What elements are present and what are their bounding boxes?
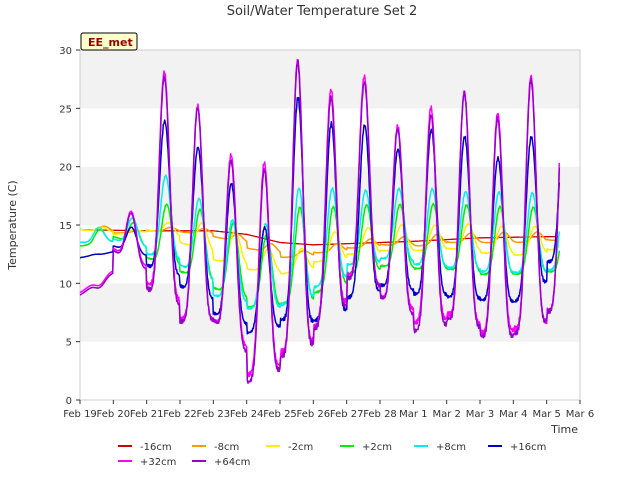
x-tick-label: Feb 19 (63, 409, 97, 420)
legend-label: -16cm (140, 442, 172, 453)
x-tick-label: Mar 5 (532, 409, 560, 420)
x-tick-label: Feb 22 (163, 409, 197, 420)
x-tick-label: Mar 4 (499, 409, 527, 420)
x-tick-label: Feb 25 (263, 409, 297, 420)
x-tick-label: Feb 20 (97, 409, 131, 420)
y-axis-label: Temperature (C) (6, 180, 19, 270)
x-tick-label: Mar 1 (399, 409, 427, 420)
y-axis: 0 5 10 15 20 25 30 (59, 46, 80, 407)
site-label: EE_met (80, 32, 138, 51)
x-axis: Feb 19 Feb 20 Feb 21 Feb 22 Feb 23 Feb 24 Feb … (63, 400, 594, 420)
legend-label: +32cm (140, 457, 176, 468)
legend: -16cm -8cm -2cm +2cm +8cm +16cm +32cm +64cm (118, 442, 546, 468)
legend-label: -8cm (214, 442, 239, 453)
x-tick-label: Mar 3 (466, 409, 494, 420)
y-tick-label: 5 (66, 338, 72, 349)
legend-label: +16cm (510, 442, 546, 453)
band (80, 283, 580, 342)
x-tick-label: Feb 24 (230, 409, 264, 420)
x-tick-label: Feb 26 (297, 409, 331, 420)
series--2cm-line (79, 221, 560, 275)
chart-title: Soil/Water Temperature Set 2 (227, 4, 418, 19)
x-tick-label: Mar 6 (566, 409, 594, 420)
y-tick-label: 10 (59, 279, 72, 290)
x-tick-label: Mar 2 (432, 409, 460, 420)
svg-text:EE_met: EE_met (88, 36, 133, 49)
y-tick-label: 15 (59, 221, 72, 232)
x-axis-label: Time (550, 423, 578, 436)
x-tick-label: Feb 23 (197, 409, 231, 420)
series--8cm-line (79, 174, 561, 310)
legend-label: -2cm (288, 442, 313, 453)
series-lines (79, 58, 561, 384)
legend-label: +8cm (436, 442, 466, 453)
y-tick-label: 25 (59, 104, 72, 115)
x-tick-label: Feb 27 (330, 409, 364, 420)
y-tick-label: 0 (66, 396, 72, 407)
x-tick-label: Feb 28 (363, 409, 397, 420)
legend-label: +64cm (214, 457, 250, 468)
x-tick-label: Feb 21 (130, 409, 164, 420)
y-tick-label: 30 (59, 46, 72, 57)
series--64cm-line (79, 59, 561, 384)
y-tick-label: 20 (59, 163, 72, 174)
legend-label: +2cm (362, 442, 392, 453)
band (80, 341, 580, 400)
series--2cm-line (79, 202, 561, 309)
